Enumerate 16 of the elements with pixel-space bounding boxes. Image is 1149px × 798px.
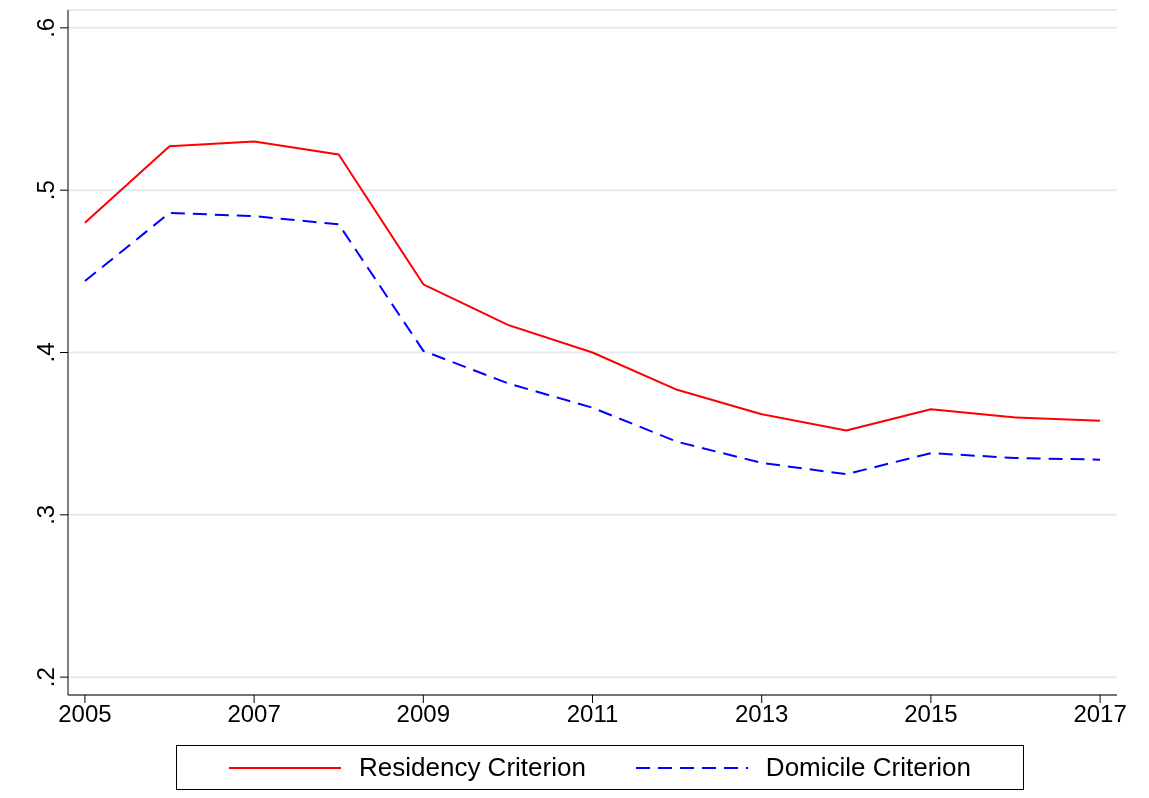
x-tick-label: 2005 bbox=[58, 700, 112, 728]
line-series bbox=[83, 140, 1102, 432]
legend-label: Domicile Criterion bbox=[765, 752, 972, 783]
x-tick-label: 2009 bbox=[396, 700, 450, 728]
x-tick-label: 2007 bbox=[227, 700, 281, 728]
x-tick-label: 2013 bbox=[735, 700, 789, 728]
y-tick-label: .4 bbox=[32, 342, 59, 363]
y-tick-label: .6 bbox=[32, 17, 59, 38]
y-tick-label: .3 bbox=[32, 504, 59, 525]
x-tick-label: 2015 bbox=[904, 700, 958, 728]
y-tick-label: .5 bbox=[32, 180, 59, 201]
x-tick-label: 2017 bbox=[1073, 700, 1127, 728]
legend-label: Residency Criterion bbox=[358, 752, 586, 783]
line-series bbox=[83, 211, 1102, 476]
y-tick-label: .2 bbox=[32, 667, 59, 688]
x-tick-label: 2011 bbox=[566, 700, 619, 728]
